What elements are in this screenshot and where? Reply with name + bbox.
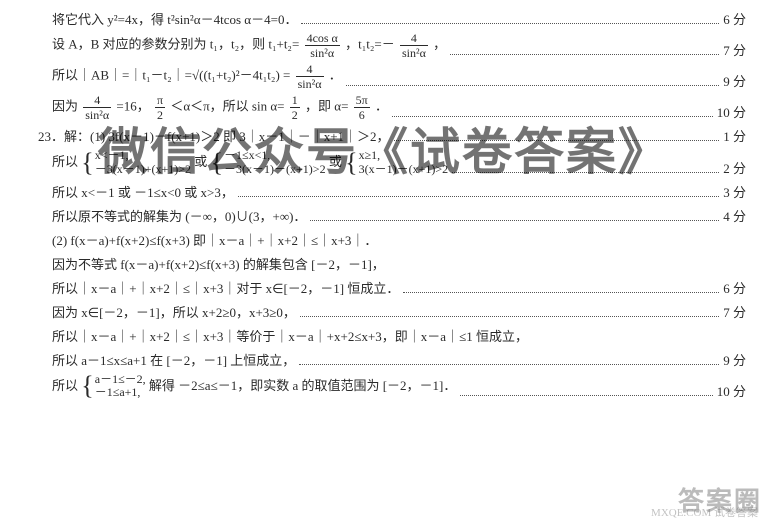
solution-line: 因为 x∈[－2，－1]，所以 x+2≥0，x+3≥0， 7 分 — [30, 301, 746, 321]
points-label: 7 分 — [723, 302, 746, 321]
fraction: π2 — [155, 94, 165, 121]
line-text: 所以 a－1≤x≤a+1 在 [－2，－1] 上恒成立， — [52, 350, 295, 369]
dot-leader — [300, 316, 719, 317]
points-label: 10 分 — [717, 102, 746, 121]
solution-line: 设 A，B 对应的参数分别为 t₁，t₂，则 t₁+t₂= 4cos αsin²… — [30, 32, 746, 59]
solution-line: (2) f(x－a)+f(x+2)≤f(x+3) 即｜x－a｜+｜x+2｜≤｜x… — [30, 229, 746, 249]
solution-line: 所以原不等式的解集为 (－∞，0)∪(3，+∞)． 4 分 — [30, 205, 746, 225]
line-text: 将它代入 y²=4x，得 t²sin²α－4tcos α－4=0． — [52, 9, 297, 28]
line-text: 因为 4sin²α =16， π2 ＜α＜π，所以 sin α= 12 ，即 α… — [52, 94, 388, 121]
line-text: 所以｜AB｜=｜t₁－t₂｜=√((t₁+t₂)²－4t₁t₂) = 4sin²… — [52, 63, 342, 90]
dot-leader — [450, 54, 719, 55]
dot-leader — [238, 196, 719, 197]
case-system: { x≥1,3(x－1)－(x+1)>2 — [345, 149, 448, 177]
points-label: 7 分 — [723, 40, 746, 59]
line-text: 所以 { x<－1,－3(x－1)+(x+1)>2 或 { －1≤x<1,－3(… — [52, 149, 448, 177]
question-number: 23． — [38, 129, 64, 144]
line-text: 所以 { a－1≤－2,－1≤a+1, 解得 －2≤a≤－1，即实数 a 的取值… — [52, 373, 456, 401]
case-system: { x<－1,－3(x－1)+(x+1)>2 — [81, 149, 191, 177]
line-text: 所以 x<－1 或 －1≤x<0 或 x>3， — [52, 182, 234, 201]
points-label: 4 分 — [723, 206, 746, 225]
case-system: { －1≤x<1,－3(x－1)－(x+1)>2 — [211, 149, 326, 177]
dot-leader — [310, 220, 719, 221]
line-text: 因为 x∈[－2，－1]，所以 x+2≥0，x+3≥0， — [52, 302, 296, 321]
points-label: 6 分 — [723, 278, 746, 297]
dot-leader — [299, 364, 719, 365]
points-label: 9 分 — [723, 71, 746, 90]
points-label: 1 分 — [723, 126, 746, 145]
solution-line: 所以｜x－a｜+｜x+2｜≤｜x+3｜等价于｜x－a｜+x+2≤x+3，即｜x－… — [30, 325, 746, 345]
fraction: 5π6 — [354, 94, 370, 121]
solution-line: 所以｜AB｜=｜t₁－t₂｜=√((t₁+t₂)²－4t₁t₂) = 4sin²… — [30, 63, 746, 90]
solution-line: 23．解：(1) 3f(x－1)－f(x+1)＞2 即 3｜x－1｜－｜x+1｜… — [30, 125, 746, 145]
solution-line: 将它代入 y²=4x，得 t²sin²α－4tcos α－4=0． 6 分 — [30, 8, 746, 28]
solution-line: 所以 a－1≤x≤a+1 在 [－2，－1] 上恒成立， 9 分 — [30, 349, 746, 369]
fraction: 4sin²α — [400, 32, 428, 59]
solution-line: 所以 { a－1≤－2,－1≤a+1, 解得 －2≤a≤－1，即实数 a 的取值… — [30, 373, 746, 401]
points-label: 6 分 — [723, 9, 746, 28]
solution-line: 因为不等式 f(x－a)+f(x+2)≤f(x+3) 的解集包含 [－2，－1]… — [30, 253, 746, 273]
points-label: 3 分 — [723, 182, 746, 201]
solution-page: 将它代入 y²=4x，得 t²sin²α－4tcos α－4=0． 6 分 设 … — [0, 0, 768, 412]
line-text: 所以原不等式的解集为 (－∞，0)∪(3，+∞)． — [52, 206, 306, 225]
points-label: 2 分 — [723, 158, 746, 177]
dot-leader — [394, 140, 720, 141]
solution-line: 所以 x<－1 或 －1≤x<0 或 x>3， 3 分 — [30, 181, 746, 201]
dot-leader — [392, 116, 713, 117]
solution-line: 因为 4sin²α =16， π2 ＜α＜π，所以 sin α= 12 ，即 α… — [30, 94, 746, 121]
line-text: 因为不等式 f(x－a)+f(x+2)≤f(x+3) 的解集包含 [－2，－1]… — [52, 254, 385, 273]
line-text: (2) f(x－a)+f(x+2)≤f(x+3) 即｜x－a｜+｜x+2｜≤｜x… — [52, 230, 377, 249]
dot-leader — [460, 395, 712, 396]
line-text: 所以｜x－a｜+｜x+2｜≤｜x+3｜对于 x∈[－2，－1] 恒成立． — [52, 278, 399, 297]
line-text: 设 A，B 对应的参数分别为 t₁，t₂，则 t₁+t₂= 4cos αsin²… — [52, 32, 446, 59]
points-label: 10 分 — [717, 381, 746, 400]
solution-line: 所以｜x－a｜+｜x+2｜≤｜x+3｜对于 x∈[－2，－1] 恒成立． 6 分 — [30, 277, 746, 297]
case-system: { a－1≤－2,－1≤a+1, — [81, 373, 145, 401]
fraction: 4sin²α — [296, 63, 324, 90]
dot-leader — [301, 23, 719, 24]
fraction: 4cos αsin²α — [305, 32, 340, 59]
watermark-corner-sub: MXQE.COM 试卷答案 — [651, 504, 758, 520]
fraction: 12 — [290, 94, 300, 121]
dot-leader — [346, 85, 719, 86]
solution-line: 所以 { x<－1,－3(x－1)+(x+1)>2 或 { －1≤x<1,－3(… — [30, 149, 746, 177]
fraction: 4sin²α — [83, 94, 111, 121]
line-text: 所以｜x－a｜+｜x+2｜≤｜x+3｜等价于｜x－a｜+x+2≤x+3，即｜x－… — [52, 326, 528, 345]
dot-leader — [403, 292, 719, 293]
line-text: 23．解：(1) 3f(x－1)－f(x+1)＞2 即 3｜x－1｜－｜x+1｜… — [38, 126, 390, 145]
dot-leader — [452, 172, 719, 173]
points-label: 9 分 — [723, 350, 746, 369]
